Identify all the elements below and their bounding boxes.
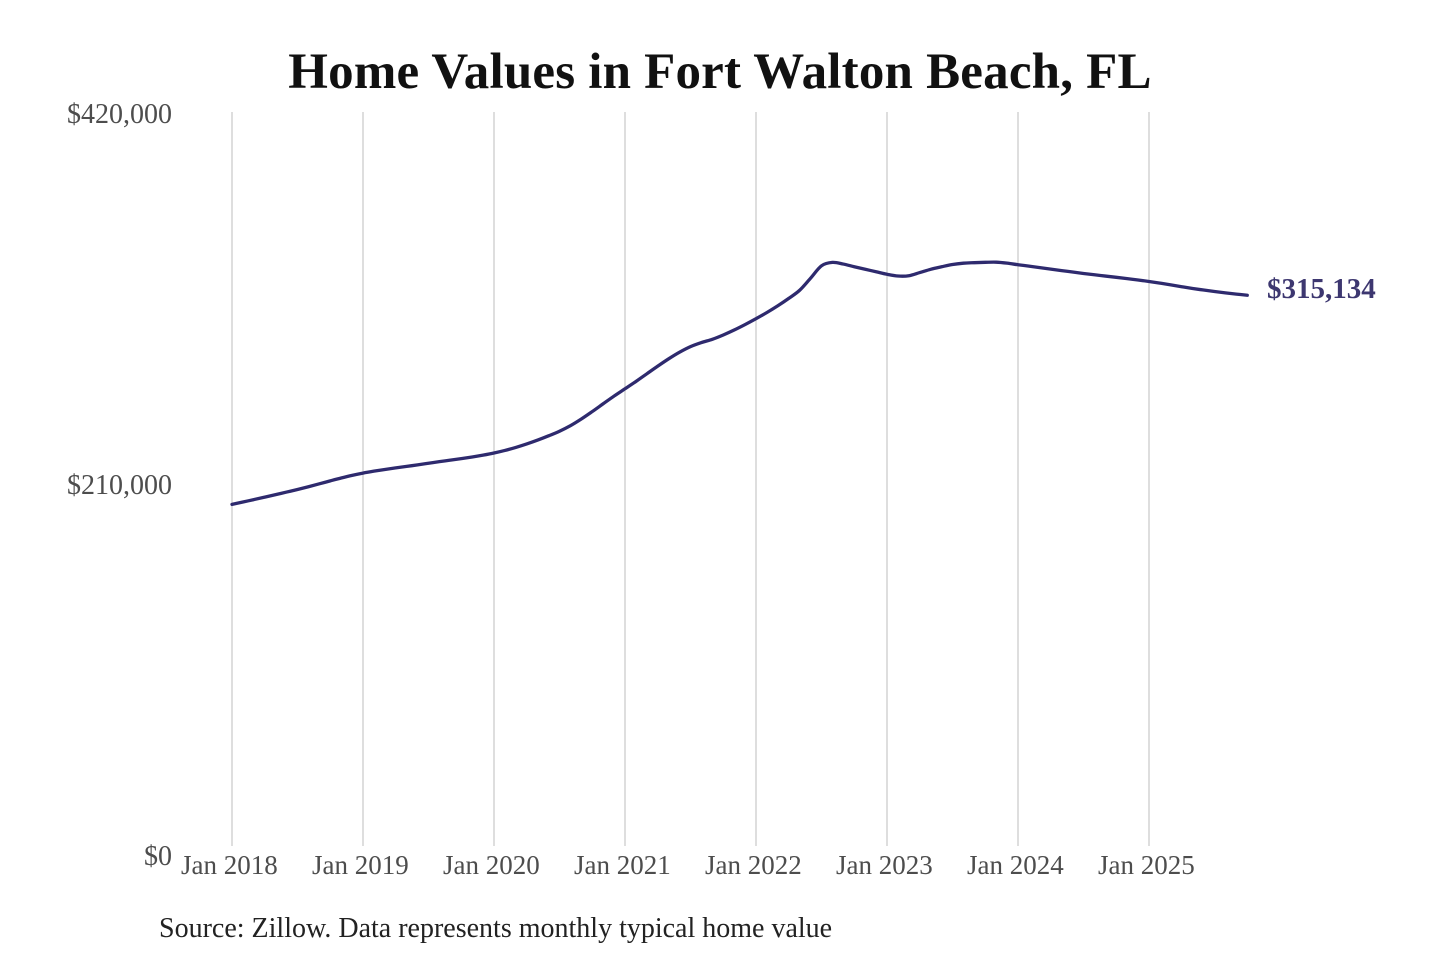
- svg-text:Jan 2023: Jan 2023: [836, 850, 933, 880]
- svg-text:$420,000: $420,000: [67, 99, 172, 130]
- svg-text:Jan 2025: Jan 2025: [1098, 850, 1195, 880]
- svg-text:Jan 2021: Jan 2021: [574, 850, 671, 880]
- svg-text:Jan 2019: Jan 2019: [312, 850, 409, 880]
- svg-text:Jan 2018: Jan 2018: [181, 850, 278, 880]
- svg-text:Jan 2020: Jan 2020: [443, 850, 540, 880]
- svg-text:$210,000: $210,000: [67, 470, 172, 501]
- svg-text:Jan 2022: Jan 2022: [705, 850, 802, 880]
- svg-text:Jan 2024: Jan 2024: [967, 850, 1064, 880]
- svg-text:$0: $0: [144, 841, 172, 872]
- svg-text:$315,134: $315,134: [1267, 273, 1376, 305]
